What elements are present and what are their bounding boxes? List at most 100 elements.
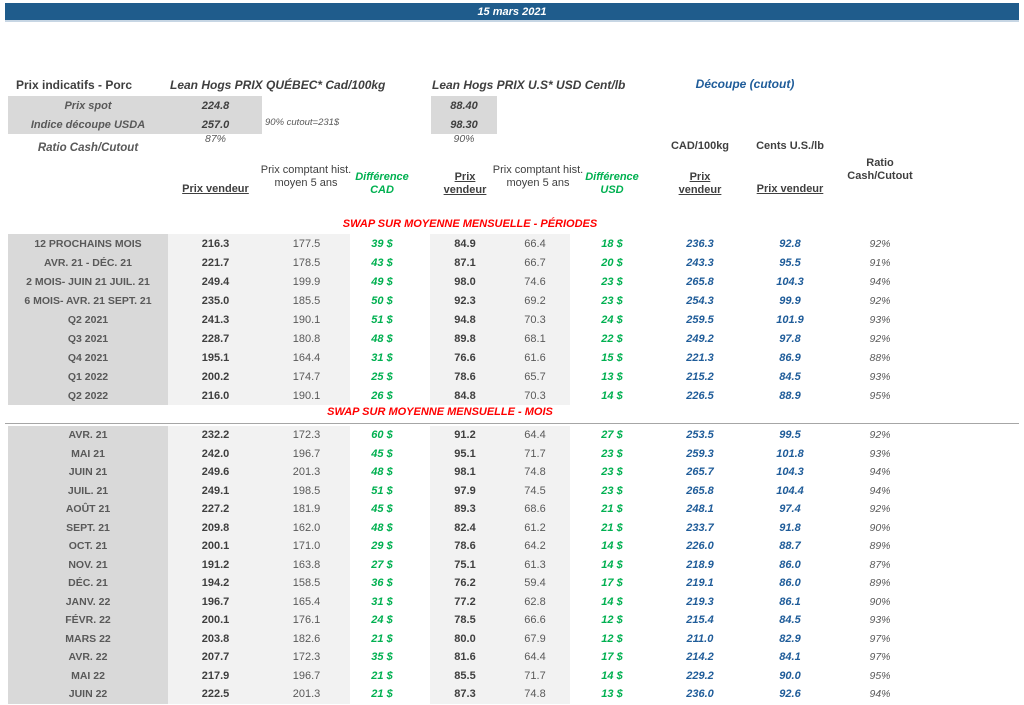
- ratio-cash-cutout: 92%: [869, 503, 891, 516]
- difference-cad: 60 $: [371, 429, 393, 442]
- col-header-cutout-cents-prix-vendeur: Prix vendeur: [756, 183, 824, 195]
- cutout-cad: 233.7: [686, 521, 714, 534]
- cutout-cad: 243.3: [686, 256, 714, 269]
- prix-comptant-usd: 61.2: [524, 521, 546, 534]
- table-row: AVR. 21 232.2 172.3 60 $ 91.2 64.4 27 $ 253.5 99…: [0, 426, 1024, 445]
- prix-vendeur-usd: 89.3: [454, 503, 476, 516]
- ratio-cash-cutout: 95%: [869, 389, 891, 402]
- prix-comptant-usd: 70.3: [524, 313, 546, 326]
- prix-vendeur-cad: 191.2: [201, 558, 230, 571]
- prix-vendeur-cad: 203.8: [201, 632, 230, 645]
- prix-vendeur-cad: 209.8: [201, 521, 230, 534]
- ratio-cash-cutout-label: Ratio Cash/Cutout: [37, 141, 139, 154]
- prix-vendeur-cad: 235.0: [201, 294, 230, 307]
- difference-usd: 27 $: [601, 429, 623, 442]
- prix-comptant-cad: 174.7: [292, 370, 321, 383]
- col-header-difference-cad: Différence CAD: [355, 171, 409, 196]
- cutout-cents: 104.4: [776, 484, 804, 497]
- prix-vendeur-usd: 91.2: [454, 429, 476, 442]
- prix-comptant-cad: 190.1: [292, 389, 321, 402]
- prix-vendeur-cad: 216.0: [201, 389, 230, 402]
- spot-cad-value: 224.8: [201, 99, 230, 112]
- cutout-cents: 88.9: [779, 389, 801, 402]
- prix-comptant-cad: 185.5: [292, 294, 321, 307]
- month-label-band: [8, 426, 168, 704]
- difference-cad: 39 $: [371, 237, 393, 250]
- ratio-usd-value: 90%: [453, 133, 475, 145]
- prix-vendeur-usd: 80.0: [454, 632, 476, 645]
- row-label: 6 MOIS- AVR. 21 SEPT. 21: [24, 294, 152, 307]
- col-header-prix-comptant-usd: Prix comptant hist. moyen 5 ans: [492, 164, 584, 189]
- table-row: AVR. 22 207.7 172.3 35 $ 81.6 64.4 17 $ 214.2 84…: [0, 648, 1024, 667]
- cutout-cents: 99.9: [779, 294, 801, 307]
- difference-usd: 21 $: [601, 521, 623, 534]
- cutout-cad: 265.8: [686, 275, 714, 288]
- table-row: 12 PROCHAINS MOIS 216.3 177.5 39 $ 84.9 66.4 1…: [0, 234, 1024, 253]
- prix-vendeur-cad: 195.1: [201, 351, 230, 364]
- prix-vendeur-usd: 78.5: [454, 614, 476, 627]
- prix-comptant-usd: 69.2: [524, 294, 546, 307]
- prix-vendeur-cad: 232.2: [201, 429, 230, 442]
- ratio-cash-cutout: 97%: [869, 651, 891, 664]
- cutout-cad: 236.3: [686, 237, 714, 250]
- difference-cad: 48 $: [371, 332, 393, 345]
- table-row: DÉC. 21 194.2 158.5 36 $ 76.2 59.4 17 $ 219.1 86…: [0, 574, 1024, 593]
- prix-comptant-usd: 64.4: [524, 429, 546, 442]
- col-header-prix-vendeur-cad: Prix vendeur: [182, 183, 249, 195]
- prix-comptant-usd: 61.6: [524, 351, 546, 364]
- prix-comptant-cad: 177.5: [292, 237, 321, 250]
- difference-cad: 31 $: [371, 595, 393, 608]
- ratio-cash-cutout: 93%: [869, 370, 891, 383]
- difference-usd: 14 $: [601, 669, 623, 682]
- ratio-cash-cutout: 92%: [869, 332, 891, 345]
- prix-vendeur-cad: 249.1: [201, 484, 230, 497]
- cutout-cents: 97.8: [779, 332, 801, 345]
- prix-comptant-cad: 182.6: [292, 632, 321, 645]
- prix-vendeur-cad: 241.3: [201, 313, 230, 326]
- row-label: NOV. 21: [68, 558, 108, 571]
- difference-usd: 17 $: [601, 651, 623, 664]
- table-row: Q1 2022 200.2 174.7 25 $ 78.6 65.7 13 $ 215.2 84…: [0, 367, 1024, 386]
- cutout-cad: 265.7: [686, 466, 714, 479]
- prix-vendeur-cad: 196.7: [201, 595, 230, 608]
- difference-usd: 20 $: [601, 256, 623, 269]
- row-label: MAI 22: [71, 669, 105, 682]
- prix-comptant-cad: 196.7: [292, 447, 321, 460]
- cutout-cad: 236.0: [686, 688, 714, 701]
- prix-comptant-cad: 181.9: [292, 503, 321, 516]
- prix-vendeur-usd: 87.3: [454, 688, 476, 701]
- difference-usd: 14 $: [601, 558, 623, 571]
- prix-comptant-cad: 176.1: [292, 614, 321, 627]
- cutout-cad: 259.3: [686, 447, 714, 460]
- table-row: MAI 22 217.9 196.7 21 $ 85.5 71.7 14 $ 229.2 90.…: [0, 667, 1024, 686]
- prix-vendeur-usd: 94.8: [454, 313, 476, 326]
- cutout-cad: 249.2: [686, 332, 714, 345]
- cutout-cents: 86.0: [779, 577, 801, 590]
- prix-vendeur-usd: 78.6: [454, 370, 476, 383]
- col-header-difference-usd: Différence USD: [585, 171, 639, 196]
- table-row: OCT. 21 200.1 171.0 29 $ 78.6 64.2 14 $ 226.0 88…: [0, 537, 1024, 556]
- difference-cad: 49 $: [371, 275, 393, 288]
- page-title: Prix indicatifs - Porc: [15, 78, 133, 92]
- table-row: JANV. 22 196.7 165.4 31 $ 77.2 62.8 14 $ 219.3 8…: [0, 593, 1024, 612]
- prix-vendeur-usd: 98.0: [454, 275, 476, 288]
- prix-vendeur-usd: 77.2: [454, 595, 476, 608]
- table-row: JUIL. 21 249.1 198.5 51 $ 97.9 74.5 23 $ 265.8 1…: [0, 482, 1024, 501]
- difference-usd: 24 $: [601, 313, 623, 326]
- cutout-cad: 253.5: [686, 429, 714, 442]
- periods-section: 12 PROCHAINS MOIS 216.3 177.5 39 $ 84.9 66.4 1…: [0, 234, 1024, 405]
- prix-vendeur-usd: 95.1: [454, 447, 476, 460]
- section-divider-line: [5, 423, 1019, 424]
- ratio-cash-cutout: 92%: [869, 294, 891, 307]
- col-header-cutout-cad-prix-vendeur: Prix vendeur: [678, 171, 722, 196]
- difference-usd: 17 $: [601, 577, 623, 590]
- cutout-cad: 226.5: [686, 389, 714, 402]
- prix-comptant-usd: 70.3: [524, 389, 546, 402]
- row-label: JANV. 22: [65, 595, 111, 608]
- cutout-cad: 214.2: [686, 651, 714, 664]
- prix-vendeur-usd: 81.6: [454, 651, 476, 664]
- difference-cad: 24 $: [371, 614, 393, 627]
- prix-comptant-usd: 62.8: [524, 595, 546, 608]
- cutout-cents: 101.8: [776, 447, 804, 460]
- row-label: JUIN 22: [68, 688, 108, 701]
